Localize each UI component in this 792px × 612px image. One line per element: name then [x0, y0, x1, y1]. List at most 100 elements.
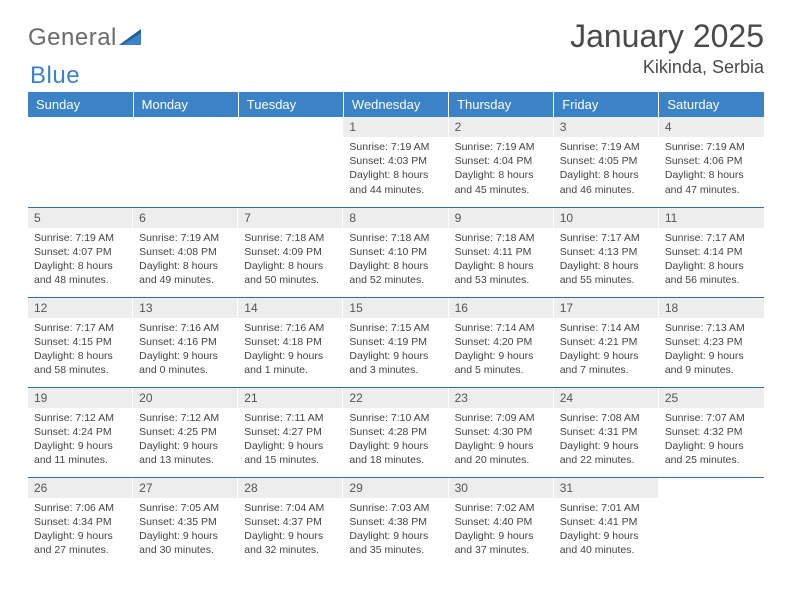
calendar-day-cell: 7Sunrise: 7:18 AMSunset: 4:09 PMDaylight… — [238, 207, 343, 297]
logo-text-general: General — [28, 24, 117, 52]
day-number: 11 — [659, 208, 764, 228]
daylight-line: Daylight: 8 hours and 56 minutes. — [665, 259, 758, 287]
day-header: Friday — [554, 92, 659, 117]
calendar-day-cell: 15Sunrise: 7:15 AMSunset: 4:19 PMDayligh… — [343, 297, 448, 387]
calendar-day-cell: 9Sunrise: 7:18 AMSunset: 4:11 PMDaylight… — [449, 207, 554, 297]
sunrise-line: Sunrise: 7:09 AM — [455, 411, 548, 425]
sunrise-line: Sunrise: 7:02 AM — [455, 501, 548, 515]
daylight-line: Daylight: 9 hours and 27 minutes. — [34, 529, 127, 557]
day-details: Sunrise: 7:04 AMSunset: 4:37 PMDaylight:… — [238, 498, 343, 562]
sunrise-line: Sunrise: 7:12 AM — [34, 411, 127, 425]
sunrise-line: Sunrise: 7:18 AM — [455, 231, 548, 245]
daylight-line: Daylight: 8 hours and 50 minutes. — [244, 259, 337, 287]
day-details: Sunrise: 7:08 AMSunset: 4:31 PMDaylight:… — [554, 408, 659, 472]
day-header: Sunday — [28, 92, 133, 117]
day-number: 25 — [659, 388, 764, 408]
day-number: 7 — [238, 208, 343, 228]
sunrise-line: Sunrise: 7:17 AM — [665, 231, 758, 245]
sunset-line: Sunset: 4:16 PM — [139, 335, 232, 349]
sunset-line: Sunset: 4:34 PM — [34, 515, 127, 529]
daylight-line: Daylight: 9 hours and 25 minutes. — [665, 439, 758, 467]
calendar-week-row: 12Sunrise: 7:17 AMSunset: 4:15 PMDayligh… — [28, 297, 764, 387]
sunset-line: Sunset: 4:08 PM — [139, 245, 232, 259]
calendar-week-row: 1Sunrise: 7:19 AMSunset: 4:03 PMDaylight… — [28, 117, 764, 207]
day-header: Saturday — [659, 92, 764, 117]
sunrise-line: Sunrise: 7:08 AM — [560, 411, 653, 425]
calendar-day-cell: 2Sunrise: 7:19 AMSunset: 4:04 PMDaylight… — [449, 117, 554, 207]
daylight-line: Daylight: 8 hours and 46 minutes. — [560, 168, 653, 196]
daylight-line: Daylight: 8 hours and 44 minutes. — [349, 168, 442, 196]
calendar-day-cell: 10Sunrise: 7:17 AMSunset: 4:13 PMDayligh… — [554, 207, 659, 297]
location-label: Kikinda, Serbia — [570, 57, 764, 78]
calendar-day-cell: 20Sunrise: 7:12 AMSunset: 4:25 PMDayligh… — [133, 387, 238, 477]
day-details: Sunrise: 7:01 AMSunset: 4:41 PMDaylight:… — [554, 498, 659, 562]
sunrise-line: Sunrise: 7:19 AM — [349, 140, 442, 154]
calendar-day-cell: 17Sunrise: 7:14 AMSunset: 4:21 PMDayligh… — [554, 297, 659, 387]
day-details: Sunrise: 7:13 AMSunset: 4:23 PMDaylight:… — [659, 318, 764, 382]
calendar-day-cell: 6Sunrise: 7:19 AMSunset: 4:08 PMDaylight… — [133, 207, 238, 297]
sunrise-line: Sunrise: 7:17 AM — [34, 321, 127, 335]
calendar-day-cell — [659, 477, 764, 567]
sunrise-line: Sunrise: 7:18 AM — [244, 231, 337, 245]
day-details: Sunrise: 7:18 AMSunset: 4:09 PMDaylight:… — [238, 228, 343, 292]
calendar-day-cell: 25Sunrise: 7:07 AMSunset: 4:32 PMDayligh… — [659, 387, 764, 477]
sunset-line: Sunset: 4:35 PM — [139, 515, 232, 529]
day-number: 20 — [133, 388, 238, 408]
calendar-day-cell: 21Sunrise: 7:11 AMSunset: 4:27 PMDayligh… — [238, 387, 343, 477]
daylight-line: Daylight: 9 hours and 13 minutes. — [139, 439, 232, 467]
daylight-line: Daylight: 9 hours and 15 minutes. — [244, 439, 337, 467]
sunset-line: Sunset: 4:06 PM — [665, 154, 758, 168]
daylight-line: Daylight: 9 hours and 40 minutes. — [560, 529, 653, 557]
day-number: 3 — [554, 117, 659, 137]
sunrise-line: Sunrise: 7:13 AM — [665, 321, 758, 335]
sunrise-line: Sunrise: 7:03 AM — [349, 501, 442, 515]
day-details: Sunrise: 7:19 AMSunset: 4:04 PMDaylight:… — [449, 137, 554, 201]
logo-mark-icon — [119, 25, 145, 52]
day-details: Sunrise: 7:07 AMSunset: 4:32 PMDaylight:… — [659, 408, 764, 472]
sunset-line: Sunset: 4:09 PM — [244, 245, 337, 259]
sunset-line: Sunset: 4:27 PM — [244, 425, 337, 439]
sunrise-line: Sunrise: 7:11 AM — [244, 411, 337, 425]
day-number: 8 — [343, 208, 448, 228]
daylight-line: Daylight: 9 hours and 7 minutes. — [560, 349, 653, 377]
calendar-day-cell: 12Sunrise: 7:17 AMSunset: 4:15 PMDayligh… — [28, 297, 133, 387]
sunset-line: Sunset: 4:13 PM — [560, 245, 653, 259]
day-number: 22 — [343, 388, 448, 408]
daylight-line: Daylight: 8 hours and 52 minutes. — [349, 259, 442, 287]
day-header: Thursday — [449, 92, 554, 117]
sunrise-line: Sunrise: 7:16 AM — [139, 321, 232, 335]
sunset-line: Sunset: 4:07 PM — [34, 245, 127, 259]
calendar-day-cell: 27Sunrise: 7:05 AMSunset: 4:35 PMDayligh… — [133, 477, 238, 567]
day-details: Sunrise: 7:14 AMSunset: 4:20 PMDaylight:… — [449, 318, 554, 382]
sunset-line: Sunset: 4:30 PM — [455, 425, 548, 439]
day-number: 10 — [554, 208, 659, 228]
calendar-day-cell: 23Sunrise: 7:09 AMSunset: 4:30 PMDayligh… — [449, 387, 554, 477]
sunrise-line: Sunrise: 7:18 AM — [349, 231, 442, 245]
day-number: 28 — [238, 478, 343, 498]
day-header-row: Sunday Monday Tuesday Wednesday Thursday… — [28, 92, 764, 117]
title-block: January 2025 Kikinda, Serbia — [570, 18, 764, 78]
calendar-day-cell: 8 Sunrise: 7:18 AMSunset: 4:10 PMDaylight… — [343, 207, 448, 297]
empty-day — [28, 117, 133, 137]
logo: General — [28, 24, 147, 52]
sunset-line: Sunset: 4:10 PM — [349, 245, 442, 259]
sunset-line: Sunset: 4:37 PM — [244, 515, 337, 529]
day-number: 18 — [659, 298, 764, 318]
day-details: Sunrise: 7:12 AMSunset: 4:24 PMDaylight:… — [28, 408, 133, 472]
calendar-day-cell: 3Sunrise: 7:19 AMSunset: 4:05 PMDaylight… — [554, 117, 659, 207]
calendar-day-cell: 22Sunrise: 7:10 AMSunset: 4:28 PMDayligh… — [343, 387, 448, 477]
sunset-line: Sunset: 4:19 PM — [349, 335, 442, 349]
calendar-day-cell: 4Sunrise: 7:19 AMSunset: 4:06 PMDaylight… — [659, 117, 764, 207]
empty-day — [133, 117, 238, 137]
daylight-line: Daylight: 8 hours and 47 minutes. — [665, 168, 758, 196]
sunset-line: Sunset: 4:03 PM — [349, 154, 442, 168]
daylight-line: Daylight: 8 hours and 58 minutes. — [34, 349, 127, 377]
sunset-line: Sunset: 4:23 PM — [665, 335, 758, 349]
day-number: 29 — [343, 478, 448, 498]
day-number: 19 — [28, 388, 133, 408]
daylight-line: Daylight: 9 hours and 18 minutes. — [349, 439, 442, 467]
daylight-line: Daylight: 8 hours and 48 minutes. — [34, 259, 127, 287]
calendar-day-cell: 29Sunrise: 7:03 AMSunset: 4:38 PMDayligh… — [343, 477, 448, 567]
sunrise-line: Sunrise: 7:19 AM — [34, 231, 127, 245]
sunset-line: Sunset: 4:15 PM — [34, 335, 127, 349]
